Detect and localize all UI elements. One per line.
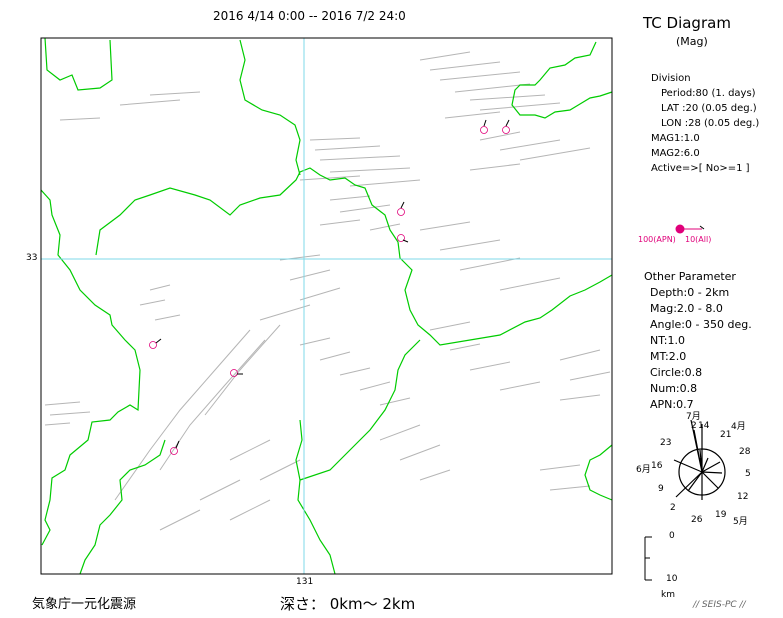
scale-unit-label: km xyxy=(661,590,675,600)
clock-label: 5 xyxy=(745,469,751,479)
clock-label: 19 xyxy=(715,510,727,520)
legend-apn-symbol xyxy=(675,224,705,234)
clock-label: 23 xyxy=(660,438,672,448)
other-mt: MT:2.0 xyxy=(650,350,687,363)
clock-label: 6月 xyxy=(636,465,651,475)
grid-lines xyxy=(41,38,612,574)
clock-label: 12 xyxy=(737,492,749,502)
depth-range-label: 深さ： 0km～ 2km xyxy=(280,595,416,613)
clock-label: 2 xyxy=(670,503,676,513)
other-depth: Depth:0 - 2km xyxy=(650,286,730,299)
epicenter-markers xyxy=(149,126,510,455)
clock-label: 16 xyxy=(651,461,663,471)
legend-all-label: 10(All) xyxy=(685,235,712,244)
other-heading: Other Parameter xyxy=(644,270,736,283)
clock-label: 26 xyxy=(691,515,703,525)
panel-title: TC Diagram xyxy=(643,14,731,32)
other-num: Num:0.8 xyxy=(650,382,698,395)
division-heading: Division xyxy=(651,73,691,84)
other-mag: Mag:2.0 - 8.0 xyxy=(650,302,723,315)
prefecture-borders xyxy=(40,37,613,575)
other-nt: NT:1.0 xyxy=(650,334,685,347)
clock-label: 5月 xyxy=(733,517,748,527)
clock-label: 21 xyxy=(720,430,732,440)
panel-subtitle: (Mag) xyxy=(676,35,708,48)
agency-label: 気象庁一元化震源 xyxy=(32,597,137,612)
clock-label: 14 xyxy=(698,421,710,431)
tc-clock xyxy=(673,419,726,500)
division-mag1: MAG1:1.0 xyxy=(651,133,700,144)
clock-label: 28 xyxy=(739,447,751,457)
map-frame xyxy=(40,37,613,575)
period-header: 2016 4/14 0:00 -- 2016 7/2 24:0 xyxy=(213,9,406,23)
fault-lines xyxy=(44,51,611,531)
division-lon: LON :28 (0.05 deg.) xyxy=(661,118,760,129)
clock-label: 7月 xyxy=(686,412,701,422)
division-block: Division Period:80 (1. days) LAT :20 (0.… xyxy=(651,71,759,176)
division-mag2: MAG2:6.0 xyxy=(651,148,700,159)
division-period: Period:80 (1. days) xyxy=(661,88,756,99)
lon-label: 131 xyxy=(296,577,314,587)
division-active: Active=>[ No>=1 ] xyxy=(651,163,750,174)
other-angle: Angle:0 - 350 deg. xyxy=(650,318,752,331)
other-circle: Circle:0.8 xyxy=(650,366,703,379)
credit-label: // SEIS-PC // xyxy=(693,600,746,610)
clock-label: 2 xyxy=(691,421,697,431)
clock-label: 9 xyxy=(658,484,664,494)
lat-label: 33 xyxy=(26,253,38,263)
other-parameter-block: Other Parameter Depth:0 - 2km Mag:2.0 - … xyxy=(644,269,752,413)
scale-bottom-label: 10 xyxy=(666,574,678,584)
other-apn: APN:0.7 xyxy=(650,398,694,411)
scale-top-label: 0 xyxy=(669,531,675,541)
epicenter-vectors xyxy=(155,119,510,449)
division-lat: LAT :20 (0.05 deg.) xyxy=(661,103,757,114)
clock-label: 4月 xyxy=(731,422,746,432)
depth-scale xyxy=(644,536,652,581)
legend-apn-label: 100(APN) xyxy=(638,235,676,244)
